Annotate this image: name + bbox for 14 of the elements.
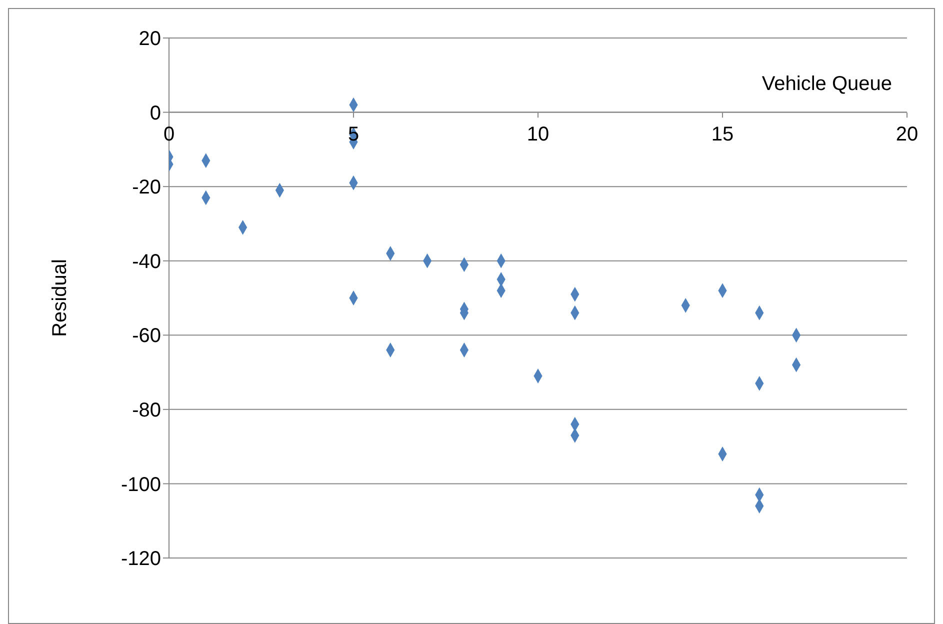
y-tick-label: -20: [132, 176, 161, 199]
y-tick-label: -40: [132, 250, 161, 273]
y-tick-label: -60: [132, 325, 161, 348]
x-tick-label: 15: [711, 124, 734, 146]
y-axis-title: Residual: [49, 259, 72, 337]
y-tick-label: 0: [150, 102, 161, 124]
x-tick-label: 10: [526, 124, 550, 146]
y-tick-label: -80: [132, 400, 161, 422]
x-tick-label: 0: [163, 124, 175, 146]
y-tick-label: 20: [138, 28, 161, 50]
x-tick-label: 20: [896, 124, 918, 146]
x-axis-title: Vehicle Queue: [762, 73, 892, 95]
y-tick-label: -120: [120, 548, 161, 570]
y-tick-label: -100: [120, 474, 161, 496]
